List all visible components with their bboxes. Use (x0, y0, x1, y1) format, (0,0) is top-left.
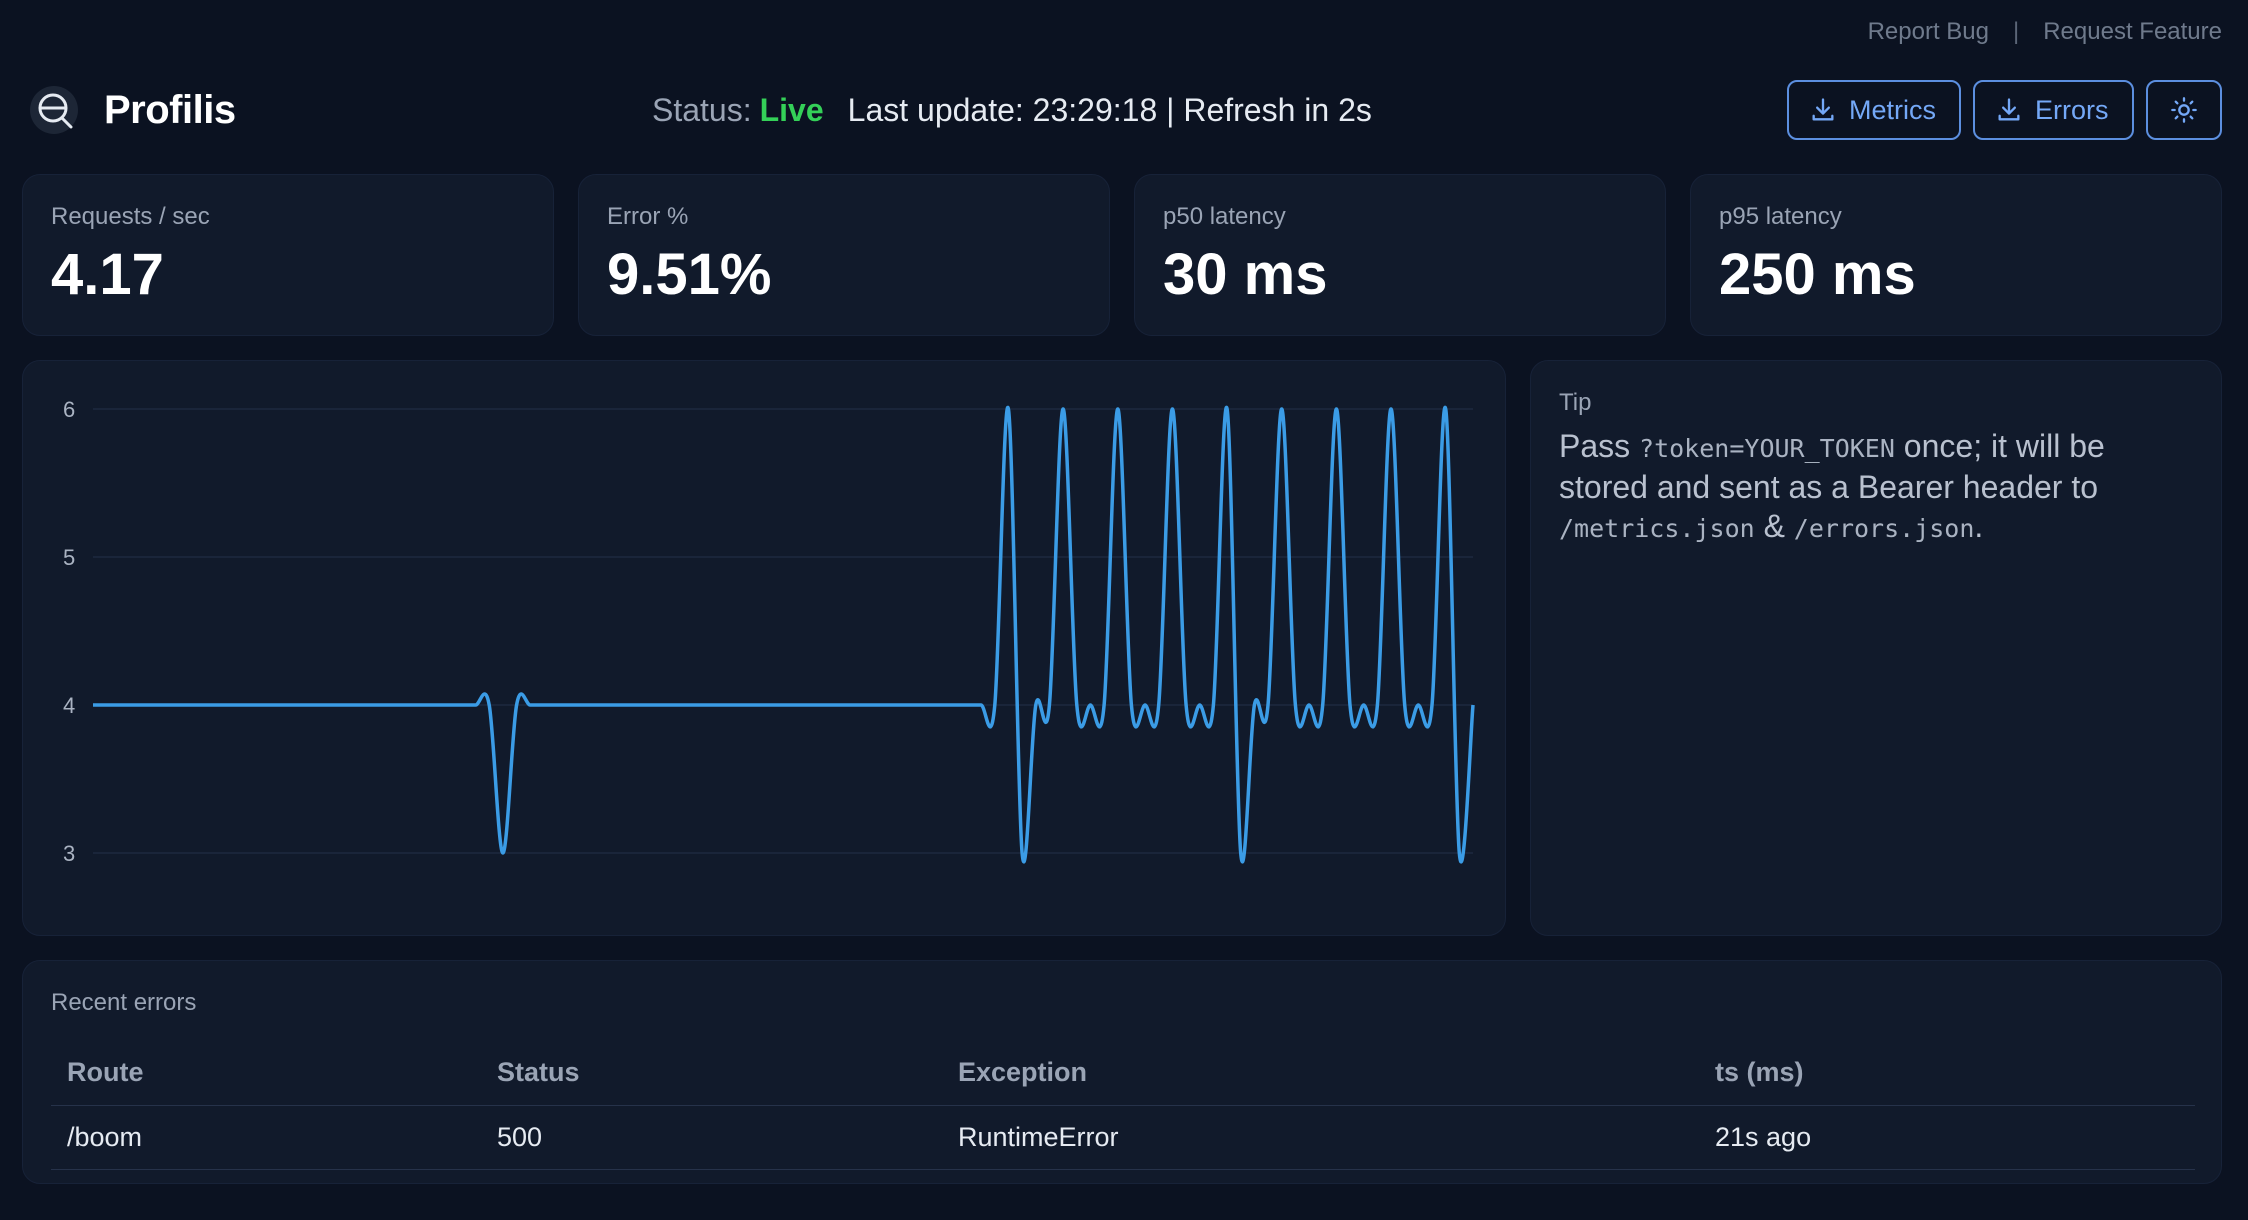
stat-label: Error % (607, 203, 689, 230)
tip-body: Pass ?token=YOUR_TOKEN once; it will be … (1559, 427, 2181, 548)
tip-text: once; it will be stored and sent as a Be… (1559, 428, 2105, 505)
errors-button-label: Errors (2035, 94, 2109, 125)
stat-card-requests: Requests / sec 4.17 (22, 174, 554, 336)
tip-text: . (1974, 508, 1984, 544)
table-row[interactable]: /boom 500 RuntimeError 21s ago (51, 1105, 2195, 1170)
errors-table: Route Status Exception ts (ms) /boom 500… (51, 1041, 2195, 1170)
column-header-ts: ts (ms) (1699, 1041, 2195, 1106)
stat-value: 4.17 (51, 242, 164, 307)
brand: Profilis (28, 84, 236, 136)
stat-card-error-rate: Error % 9.51% (578, 174, 1110, 336)
app-title: Profilis (104, 87, 236, 132)
status-bar: Status: Live Last update: 23:29:18 | Ref… (652, 92, 1372, 129)
report-bug-link[interactable]: Report Bug (1867, 18, 1989, 45)
download-errors-button[interactable]: Errors (1973, 80, 2134, 140)
line-chart: 3 4 5 6 (63, 397, 1475, 866)
top-links: Report Bug | Request Feature (1868, 18, 2222, 46)
column-header-exception: Exception (942, 1041, 1699, 1106)
recent-errors-card: Recent errors Route Status Exception ts … (22, 960, 2222, 1184)
tip-code-errors: /errors.json (1793, 514, 1975, 543)
y-tick-label: 4 (63, 693, 75, 718)
tip-card: Tip Pass ?token=YOUR_TOKEN once; it will… (1530, 360, 2222, 936)
stat-card-p50-latency: p50 latency 30 ms (1134, 174, 1666, 336)
y-tick-label: 3 (63, 841, 75, 866)
last-update-text: Last update: 23:29:18 | Refresh in 2s (847, 92, 1372, 128)
top-links-separator: | (2012, 18, 2020, 45)
metrics-button-label: Metrics (1849, 94, 1936, 125)
cell-ts: 21s ago (1699, 1105, 2195, 1170)
y-tick-label: 6 (63, 397, 75, 422)
stat-label: p50 latency (1163, 203, 1286, 230)
request-feature-link[interactable]: Request Feature (2043, 18, 2222, 45)
download-icon (1998, 98, 2020, 121)
table-header-row: Route Status Exception ts (ms) (51, 1041, 2195, 1106)
header-actions: Metrics Errors (1787, 80, 2222, 140)
column-header-route: Route (51, 1041, 481, 1106)
header: Profilis Status: Live Last update: 23:29… (28, 80, 2222, 142)
theme-toggle-button[interactable] (2146, 80, 2222, 140)
recent-errors-label: Recent errors (51, 989, 197, 1016)
tip-text: Pass (1559, 428, 1640, 464)
cell-status: 500 (481, 1105, 942, 1170)
download-icon (1812, 98, 1834, 121)
profilis-logo-icon (30, 86, 78, 134)
stat-card-p95-latency: p95 latency 250 ms (1690, 174, 2222, 336)
cell-exception: RuntimeError (942, 1105, 1699, 1170)
tip-code-token: ?token=YOUR_TOKEN (1639, 434, 1895, 463)
tip-code-metrics: /metrics.json (1559, 514, 1755, 543)
stat-label: Requests / sec (51, 203, 210, 230)
stat-value: 9.51% (607, 242, 772, 307)
download-metrics-button[interactable]: Metrics (1787, 80, 1961, 140)
series-line (92, 405, 1475, 864)
y-tick-label: 5 (63, 545, 75, 570)
stat-value: 30 ms (1163, 242, 1328, 307)
stat-label: p95 latency (1719, 203, 1842, 230)
status-label: Status: (652, 92, 752, 128)
column-header-status: Status (481, 1041, 942, 1106)
tip-text: & (1754, 508, 1794, 544)
status-live-badge: Live (759, 92, 824, 128)
cell-route: /boom (51, 1105, 481, 1170)
sun-icon (2171, 97, 2197, 123)
tip-label: Tip (1559, 389, 1592, 416)
stat-value: 250 ms (1719, 242, 1916, 307)
latency-chart-card: 3 4 5 6 (22, 360, 1506, 936)
